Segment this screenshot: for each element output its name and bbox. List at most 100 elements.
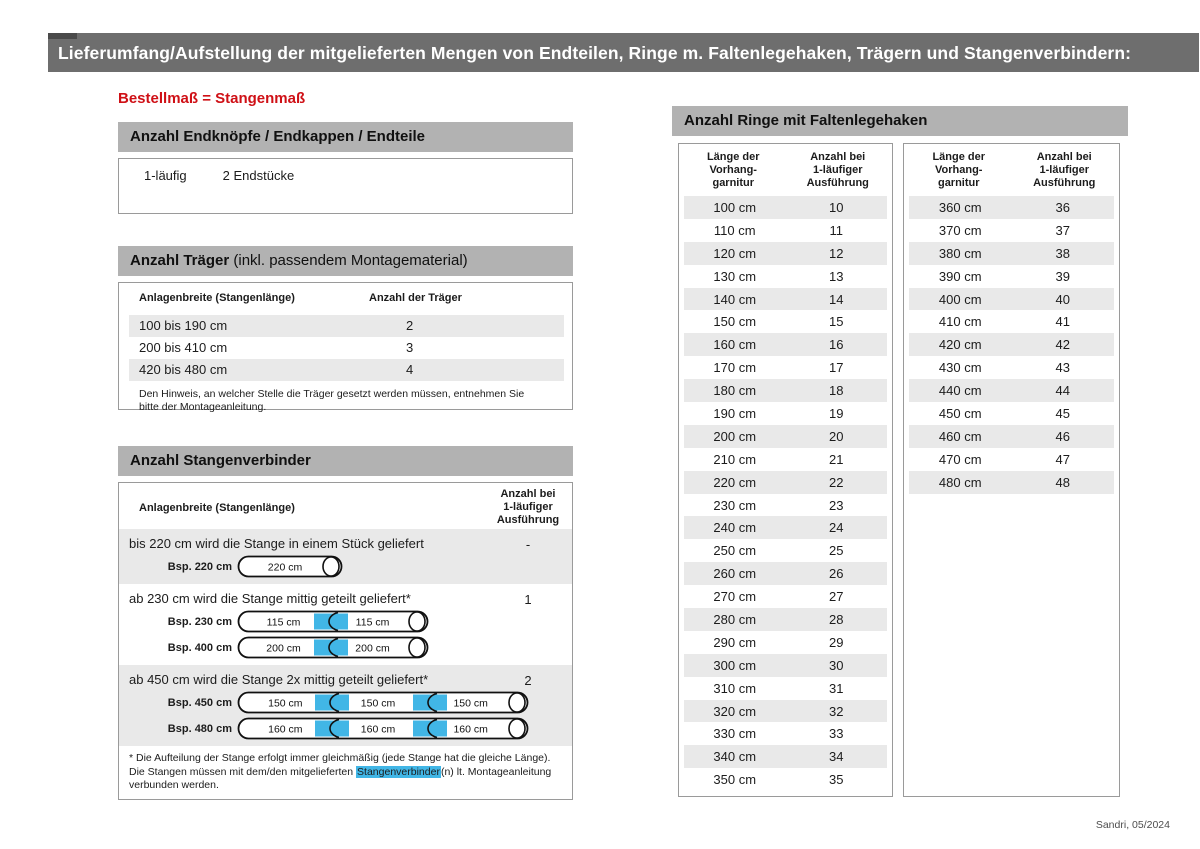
ring-length: 320 cm — [713, 703, 757, 719]
rod-segment-length: 115 cm — [267, 617, 301, 629]
table-header-row: Länge der Vorhang-garnitur Anzahl bei 1-lä… — [679, 144, 892, 196]
ring-count: 30 — [829, 657, 844, 673]
endteile-variant: 1-läufig — [144, 168, 187, 183]
footnote-highlight: Stangenverbinder — [356, 765, 441, 778]
ring-count: 19 — [829, 405, 844, 421]
column-header-anzahl-traeger: Anzahl der Träger — [369, 292, 462, 304]
rod-joint-arc — [329, 692, 340, 713]
rod-connector — [314, 639, 348, 656]
column-header-anzahl: Anzahl bei 1-läufiger Ausführung — [806, 151, 869, 189]
ring-length: 450 cm — [938, 405, 982, 421]
ring-length: 140 cm — [713, 291, 757, 307]
ring-length: 210 cm — [713, 451, 757, 467]
table-row: 300 cm 30 — [684, 653, 887, 677]
ring-count: 39 — [1055, 268, 1070, 284]
ring-count: 13 — [829, 268, 844, 284]
ring-count: 10 — [829, 199, 844, 215]
rod-diagram: 150 cm 150 cm 150 cm — [237, 691, 529, 714]
table-row: 280 cm 28 — [684, 608, 887, 631]
verbinder-rows: bis 220 cm wird die Stange in einem Stüc… — [119, 529, 572, 746]
table-row: 110 cm 11 — [684, 219, 887, 242]
table-row: 420 cm 42 — [909, 333, 1114, 357]
ring-length: 150 cm — [713, 314, 757, 330]
ring-length: 330 cm — [713, 726, 757, 742]
ring-length: 130 cm — [713, 268, 757, 284]
ring-count: 33 — [829, 726, 844, 742]
traeger-note: Den Hinweis, an welcher Stelle die Träge… — [139, 388, 525, 413]
ring-length: 440 cm — [938, 383, 982, 399]
rod-segment-length: 150 cm — [453, 698, 488, 710]
ring-length: 400 cm — [938, 291, 982, 307]
ring-count: 29 — [829, 634, 844, 650]
ring-length: 280 cm — [713, 611, 757, 627]
order-measure-note: Bestellmaß = Stangenmaß — [118, 90, 306, 107]
ring-length: 370 cm — [938, 222, 982, 238]
ring-length: 410 cm — [938, 314, 982, 330]
ring-length: 110 cm — [713, 222, 756, 238]
table-row: 380 cm 38 — [909, 241, 1114, 265]
verbinder-table: Anlagenbreite (Stangenlänge) Anzahl bei 1… — [118, 482, 573, 800]
section-header-endteile: Anzahl Endknöpfe / Endkappen / Endteile — [118, 122, 573, 152]
rod-end-cap — [508, 718, 526, 739]
ring-length: 120 cm — [713, 245, 757, 261]
rod-diagram: 200 cm 200 cm — [237, 636, 429, 659]
ring-length: 250 cm — [713, 543, 757, 559]
rod-diagram: 220 cm — [237, 555, 343, 578]
ring-length: 300 cm — [713, 657, 757, 673]
ring-count: 18 — [829, 383, 844, 399]
rod-example: Bsp. 480 cm 160 cm 160 cm 160 cm — [119, 717, 572, 740]
rod-diagram: 115 cm 115 cm — [237, 610, 429, 633]
table-row: 340 cm 34 — [684, 745, 887, 769]
ring-count: 34 — [829, 749, 844, 765]
table-row: 180 cm 18 — [684, 379, 887, 403]
footnote-text: * Die Aufteilung der Stange erfolgt imme… — [129, 752, 551, 778]
table-row: 250 cm 25 — [684, 539, 887, 562]
table-row: 470 cm 47 — [909, 448, 1114, 471]
verbinder-footnote: * Die Aufteilung der Stange erfolgt imme… — [119, 746, 572, 793]
page-title: Lieferumfang/Aufstellung der mitgeliefer… — [58, 43, 1132, 63]
table-row: 370 cm 37 — [909, 219, 1114, 242]
ring-length: 420 cm — [938, 337, 982, 353]
rod-rule-text: ab 450 cm wird die Stange 2x mittig gete… — [129, 672, 429, 687]
column-header-anzahl: Anzahl bei 1-läufiger Ausführung — [1033, 151, 1096, 189]
rod-example-label: Bsp. 450 cm — [167, 696, 232, 709]
table-row: 320 cm 32 — [684, 699, 887, 723]
ring-length: 260 cm — [713, 566, 757, 582]
table-row: 170 cm 17 — [684, 356, 887, 379]
table-row: 420 bis 480 cm 4 — [129, 359, 564, 381]
ring-count: 12 — [829, 245, 844, 261]
ring-count: 42 — [1055, 337, 1070, 353]
table-row: 440 cm 44 — [909, 379, 1114, 403]
column-header-anlagenbreite: Anlagenbreite (Stangenlänge) — [139, 292, 295, 304]
rod-end-cap — [408, 611, 426, 632]
ring-count: 26 — [829, 566, 844, 582]
ring-count: 44 — [1055, 383, 1070, 399]
table-row: 260 cm 26 — [684, 562, 887, 586]
ring-length: 180 cm — [713, 383, 757, 399]
ring-length: 310 cm — [713, 680, 757, 696]
rod-connector — [413, 720, 447, 737]
rod-end-cap — [408, 637, 426, 658]
ring-count: 40 — [1055, 291, 1070, 307]
rod-rule-text: bis 220 cm wird die Stange in einem Stüc… — [129, 536, 424, 551]
rod-joint-arc — [427, 718, 438, 739]
rod-joint-arc — [328, 611, 339, 632]
table-header-row: Länge der Vorhang-garnitur Anzahl bei 1-lä… — [904, 144, 1119, 196]
column-header-anzahl: Anzahl bei 1-läufiger Ausführung — [496, 488, 560, 526]
ring-length: 380 cm — [938, 245, 982, 261]
rod-connector — [315, 720, 349, 737]
rings-rows: 100 cm 10 110 cm 11 120 cm 12 130 cm 13 140 cm 14… — [679, 196, 892, 791]
section-header-traeger: Anzahl Träger (inkl. passendem Montagema… — [118, 246, 573, 276]
table-row: 200 cm 20 — [684, 424, 887, 448]
ring-count: 31 — [829, 680, 844, 696]
traeger-range: 100 bis 190 cm — [139, 318, 228, 333]
rod-segment-length: 160 cm — [453, 724, 488, 736]
traeger-count: 2 — [406, 318, 414, 333]
rod-joint-arc — [329, 718, 340, 739]
rod-connector — [315, 694, 349, 711]
ring-count: 16 — [829, 337, 844, 353]
rod-segment-length: 200 cm — [266, 643, 301, 655]
column-header-laenge: Länge der Vorhang-garnitur — [706, 151, 760, 189]
table-row: 290 cm 29 — [684, 631, 887, 654]
traeger-table: Anlagenbreite (Stangenlänge) Anzahl der … — [118, 282, 573, 413]
